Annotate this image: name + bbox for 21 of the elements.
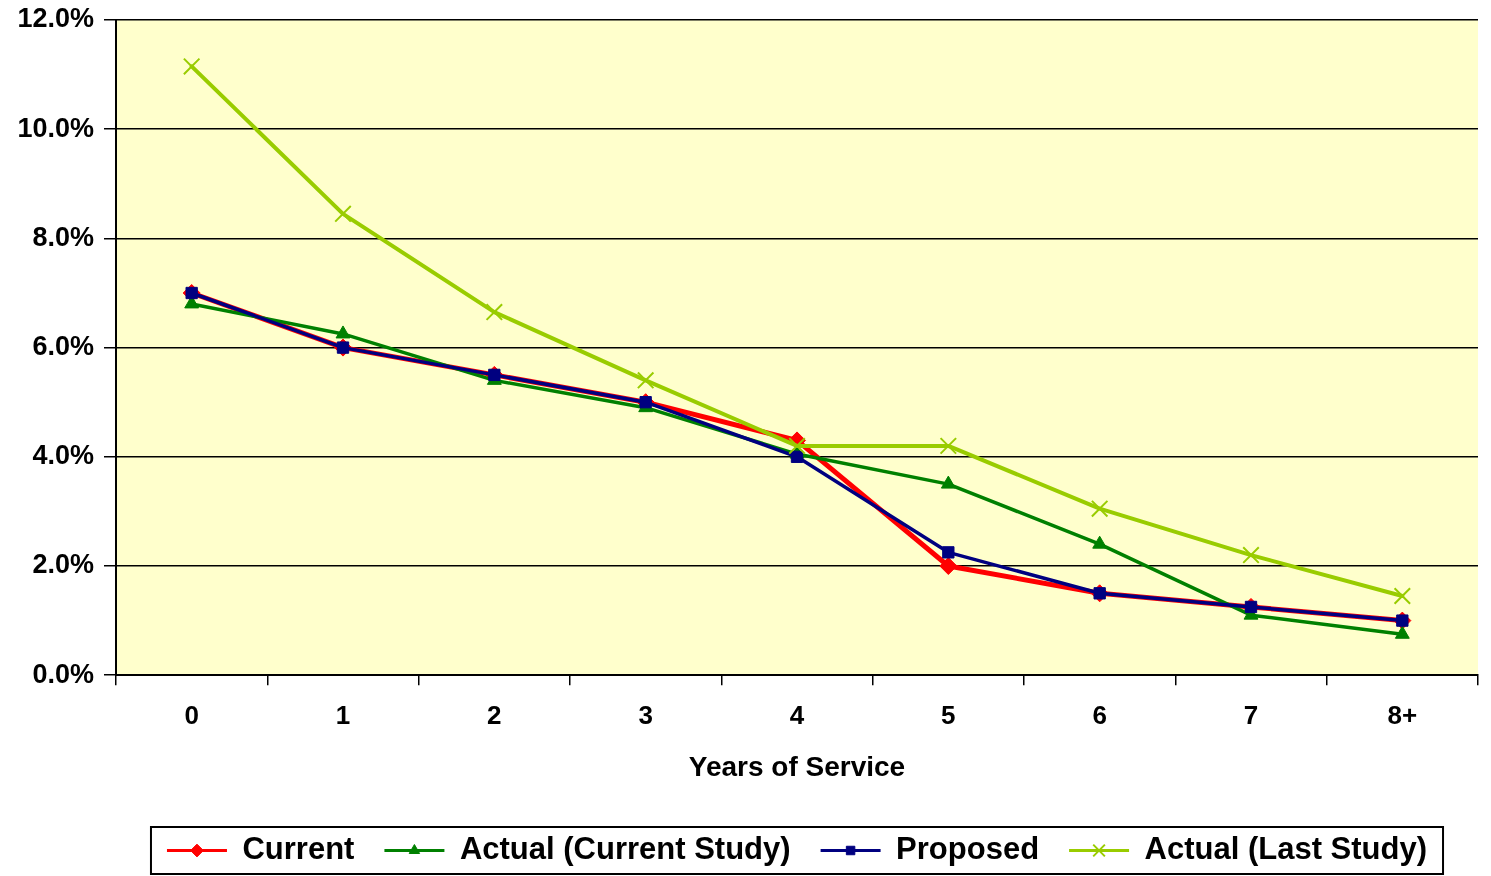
legend-label: Actual (Last Study) xyxy=(1144,831,1428,867)
x-tick-label: 4 xyxy=(789,699,805,730)
x-tick-label: 6 xyxy=(1092,699,1107,730)
y-tick-label: 8.0% xyxy=(32,221,94,252)
x-tick-label: 2 xyxy=(487,699,502,730)
legend-label: Proposed xyxy=(896,831,1040,867)
y-tick-label: 10.0% xyxy=(17,112,94,143)
x-tick-label: 1 xyxy=(335,699,351,730)
x-tick-label: 8+ xyxy=(1387,699,1418,730)
y-tick-label: 6.0% xyxy=(32,331,94,362)
y-tick-label: 0.0% xyxy=(32,658,94,689)
legend-label: Actual (Current Study) xyxy=(459,831,791,867)
y-tick-label: 4.0% xyxy=(32,440,94,471)
x-tick-label: 7 xyxy=(1243,699,1259,730)
legend-label: Current xyxy=(242,831,355,867)
x-tick-label: 5 xyxy=(941,699,956,730)
x-tick-label: 3 xyxy=(638,699,653,730)
y-tick-label: 12.0% xyxy=(17,3,94,34)
x-tick-label: 0 xyxy=(184,699,199,730)
y-tick-label: 2.0% xyxy=(32,549,94,580)
x-axis-title: Years of Service xyxy=(688,750,906,782)
